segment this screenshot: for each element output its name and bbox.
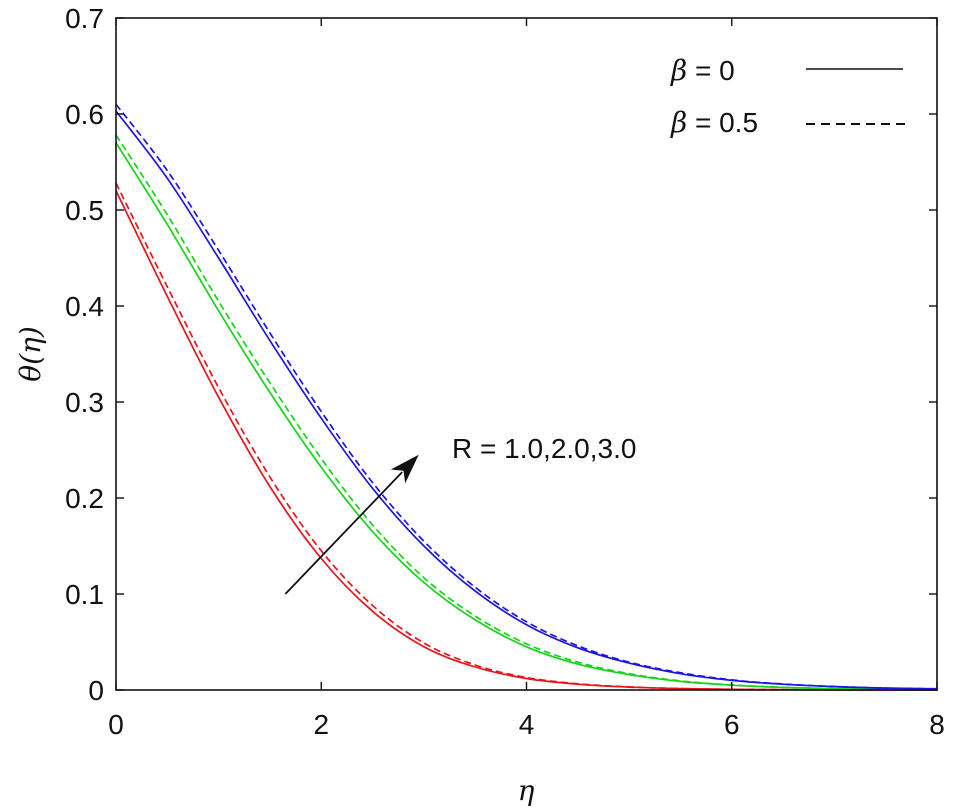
y-tick-label: 0.3 [65, 387, 104, 418]
annotation-text: R = 1.0,2.0,3.0 [452, 433, 636, 464]
y-axis-label: θ(η) [14, 326, 47, 381]
series-line-R2.0-beta0 [115, 142, 938, 691]
series-line-R3.0-beta0.5 [115, 103, 938, 690]
x-tick-label: 2 [313, 709, 329, 740]
annotation: R = 1.0,2.0,3.0 [284, 433, 636, 595]
legend: β = 0 β = 0.5 [670, 54, 906, 139]
ticks-layer: 0 2 4 6 8 0 0.1 0.2 0.3 0.4 0.5 0.6 0.7 [65, 3, 945, 740]
series-line-R2.0-beta0.5 [115, 134, 938, 691]
legend-entry-2-text: = 0.5 [687, 107, 758, 138]
x-tick-label: 6 [724, 709, 740, 740]
legend-entry-2-label: β = 0.5 [670, 106, 758, 139]
y-tick-label: 0.2 [65, 483, 104, 514]
y-tick-label: 0 [88, 675, 104, 706]
plot-frame [115, 17, 938, 691]
x-tick-label: 4 [519, 709, 535, 740]
legend-entry-2-symbol: β [670, 106, 687, 139]
y-tick-label: 0.6 [65, 99, 104, 130]
y-tick-label: 0.7 [65, 3, 104, 34]
y-tick-label: 0.5 [65, 195, 104, 226]
y-tick-label: 0.4 [65, 291, 104, 322]
x-tick-label: 8 [929, 709, 945, 740]
y-tick-label: 0.1 [65, 579, 104, 610]
legend-entry-1-text: = 0 [687, 55, 734, 86]
series-layer [115, 103, 938, 691]
annotation-arrowhead [390, 454, 419, 484]
x-tick-label: 0 [108, 709, 124, 740]
legend-entry-1-symbol: β [670, 54, 687, 87]
legend-entry-1-label: β = 0 [670, 54, 735, 87]
annotation-arrow [284, 471, 403, 595]
x-axis-label: η [518, 774, 535, 807]
series-line-R3.0-beta0 [115, 110, 938, 690]
